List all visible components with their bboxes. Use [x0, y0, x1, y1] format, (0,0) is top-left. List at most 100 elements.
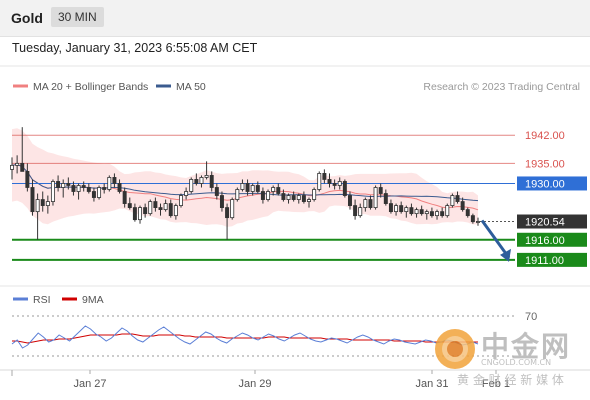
- candle: [368, 195, 373, 210]
- candle-body: [271, 187, 276, 192]
- candle-body: [266, 191, 271, 200]
- level-label: 1916.00: [525, 235, 565, 247]
- candle-body: [383, 193, 388, 204]
- candle: [440, 207, 445, 218]
- candle: [86, 183, 91, 194]
- candle-body: [102, 187, 107, 190]
- candle-body: [189, 179, 194, 192]
- candle-body: [219, 195, 224, 208]
- legend-rsi-label: RSI: [33, 294, 51, 306]
- candle-body: [342, 181, 347, 196]
- candle: [179, 193, 183, 208]
- candle-body: [15, 162, 20, 166]
- forecast-arrow-head: [500, 248, 511, 262]
- candle: [378, 183, 383, 198]
- candle-body: [25, 171, 30, 188]
- candle-body: [20, 162, 25, 172]
- candle: [235, 187, 240, 202]
- candle: [240, 179, 245, 192]
- watermark-logo-text: 中金网: [481, 330, 572, 363]
- candle: [373, 185, 378, 210]
- candle-body: [429, 211, 434, 217]
- candle: [189, 177, 194, 194]
- candle: [383, 189, 388, 206]
- rsi-line: [11, 325, 479, 349]
- rsi-legend: RSI 9MA: [13, 294, 104, 306]
- candle-body: [332, 183, 337, 186]
- candle: [296, 193, 301, 204]
- candle-body: [71, 185, 76, 192]
- candle: [76, 183, 81, 200]
- candle: [20, 127, 25, 172]
- candle: [204, 161, 209, 180]
- candle-body: [240, 183, 245, 190]
- candle-body: [168, 203, 173, 217]
- candle: [40, 191, 45, 212]
- candle-body: [30, 187, 35, 213]
- forecast-arrow: [480, 219, 511, 259]
- candle-body: [440, 211, 445, 217]
- candle-body: [66, 183, 71, 186]
- candle: [81, 181, 86, 192]
- candle: [91, 187, 96, 202]
- bollinger-bands: [12, 128, 478, 227]
- candle: [317, 171, 322, 192]
- header-bar: Gold 30 MIN: [0, 0, 590, 37]
- candle: [209, 171, 214, 192]
- candle-body: [470, 215, 475, 223]
- candle-body: [56, 181, 61, 188]
- candle-body: [424, 211, 429, 215]
- candle-body: [91, 191, 96, 198]
- interval-button[interactable]: 30 MIN: [51, 7, 104, 27]
- candle: [225, 203, 230, 240]
- candle-body: [476, 221, 480, 223]
- candle-body: [127, 203, 132, 208]
- candle-body: [465, 209, 470, 217]
- level-1920-54: 1920.54: [472, 214, 587, 229]
- candle-body: [225, 207, 230, 219]
- x-tick-label: Jan 29: [238, 378, 271, 390]
- candle: [271, 185, 276, 196]
- candle-body: [199, 177, 204, 184]
- candle-body: [209, 175, 214, 188]
- candle: [301, 191, 306, 204]
- candle-body: [163, 203, 168, 211]
- level-1916-00: 1916.00: [12, 232, 587, 247]
- timestamp: Tuesday, January 31, 2023 6:55:08 AM CET: [12, 41, 258, 55]
- candle: [286, 193, 291, 204]
- rsi-reference-label: 70: [525, 311, 537, 323]
- candle: [414, 207, 419, 218]
- candle: [322, 169, 327, 184]
- candle-body: [327, 179, 332, 184]
- candle: [153, 197, 158, 212]
- candle-body: [143, 207, 148, 215]
- cngold-logo-icon: [435, 329, 475, 369]
- candle: [173, 203, 178, 220]
- candle-body: [286, 195, 291, 200]
- candle-body: [184, 191, 189, 196]
- candle-body: [296, 195, 301, 200]
- candle-body: [414, 209, 419, 215]
- candle: [112, 173, 117, 188]
- candle-body: [460, 201, 465, 211]
- level-1911-00: 1911.00: [12, 252, 587, 267]
- candle-body: [250, 185, 255, 192]
- symbol-label: Gold: [11, 10, 43, 26]
- level-price-tag: [517, 176, 587, 191]
- candle: [194, 173, 199, 186]
- candle: [158, 203, 163, 216]
- candle-body: [86, 187, 91, 192]
- candle: [117, 179, 122, 194]
- candle-body: [399, 205, 404, 213]
- candle-body: [45, 201, 50, 206]
- x-axis: Jan 27 Jan 29 Jan 31 Feb 1: [11, 370, 510, 390]
- candle: [409, 203, 414, 216]
- legend: MA 20 + Bollinger Bands MA 50 Research © 2…: [13, 81, 580, 93]
- candle-body: [388, 203, 393, 213]
- candle: [245, 179, 250, 196]
- candle-body: [112, 177, 117, 184]
- candle: [66, 177, 71, 190]
- level-price-tag: [517, 252, 587, 267]
- candle-body: [61, 183, 66, 188]
